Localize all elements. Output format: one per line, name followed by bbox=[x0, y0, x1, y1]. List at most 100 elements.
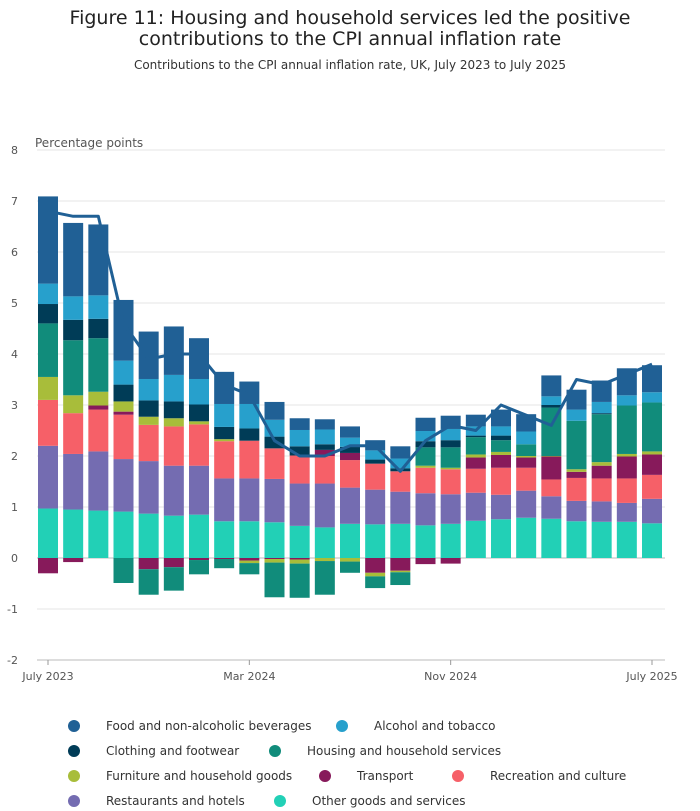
legend-label: Transport bbox=[357, 769, 414, 783]
x-axis: July 2023 Mar 2024 Nov 2024 July 2025 bbox=[21, 659, 678, 683]
y-tick-label: 2 bbox=[11, 450, 18, 463]
cpi-line-path bbox=[47, 209, 653, 473]
bar-segment bbox=[314, 429, 335, 445]
bar-segment bbox=[38, 376, 58, 400]
legend-swatch bbox=[274, 795, 286, 807]
bar-segment bbox=[264, 401, 285, 420]
bar-segment bbox=[642, 523, 662, 558]
bar-segment bbox=[138, 569, 159, 595]
bar-segment bbox=[88, 295, 109, 319]
bar-segment bbox=[541, 496, 562, 519]
bar-segment bbox=[289, 446, 310, 456]
bar-segment bbox=[340, 437, 360, 447]
bar-segment bbox=[138, 461, 159, 514]
bar-segment bbox=[465, 457, 486, 469]
bar-segment bbox=[214, 559, 235, 569]
bar-segment bbox=[365, 459, 386, 464]
bar-segment bbox=[239, 521, 260, 558]
bar-segment bbox=[566, 500, 587, 522]
bar-segment bbox=[88, 318, 109, 339]
legend-label: Housing and household services bbox=[307, 744, 502, 758]
y-tick-label: 7 bbox=[11, 195, 18, 208]
bar-segment bbox=[340, 446, 360, 453]
bar-segment bbox=[541, 456, 562, 480]
bar-segment bbox=[189, 421, 209, 425]
bar-segment bbox=[314, 527, 335, 558]
bar-segment bbox=[163, 567, 184, 591]
y-axis-ticks: -2 -1 0 1 2 3 4 5 6 7 8 bbox=[7, 144, 18, 667]
bar-segment bbox=[491, 494, 511, 520]
y-tick-label: 5 bbox=[11, 297, 18, 310]
bar-segment bbox=[113, 558, 134, 583]
bar-segment bbox=[113, 459, 134, 512]
bar-segment bbox=[541, 375, 562, 397]
y-tick-label: -2 bbox=[7, 654, 18, 667]
bar-segment bbox=[88, 451, 109, 511]
bar-segment bbox=[163, 374, 184, 402]
bar-segment bbox=[340, 460, 360, 488]
x-tick-label: July 2023 bbox=[21, 670, 73, 683]
legend: Food and non-alcoholic beverages Alcohol … bbox=[0, 708, 700, 808]
bar-segment bbox=[63, 509, 84, 558]
bar-segment bbox=[138, 424, 159, 462]
bar-segment bbox=[88, 405, 109, 410]
bar-segment bbox=[591, 462, 612, 466]
bar-segment bbox=[516, 431, 537, 445]
bar-segment bbox=[289, 455, 310, 484]
bar-segment bbox=[340, 558, 360, 562]
bar-segment bbox=[88, 224, 109, 296]
bar-segment bbox=[491, 435, 511, 441]
bar-segment bbox=[566, 389, 587, 410]
bar-segment bbox=[415, 525, 436, 558]
bar-segment bbox=[63, 340, 84, 396]
bar-segment bbox=[541, 456, 562, 457]
y-tick-label: 8 bbox=[11, 144, 18, 157]
bar-segment bbox=[239, 403, 260, 429]
bar-segment bbox=[163, 515, 184, 558]
y-tick-label: 0 bbox=[11, 552, 18, 565]
bar-segment bbox=[113, 401, 134, 412]
bar-segment bbox=[88, 391, 109, 406]
bar-segment bbox=[491, 451, 511, 455]
bar-segment bbox=[340, 523, 360, 558]
bar-segment bbox=[138, 513, 159, 558]
bar-segment bbox=[415, 558, 436, 565]
bar-segment bbox=[113, 360, 134, 385]
bar-segment bbox=[566, 469, 587, 472]
y-tick-label: 3 bbox=[11, 399, 18, 412]
bar-segment bbox=[340, 487, 360, 524]
y-tick-label: 6 bbox=[11, 246, 18, 259]
bar-segment bbox=[365, 489, 386, 525]
cpi-line bbox=[47, 209, 653, 473]
bar-segment bbox=[38, 323, 58, 377]
bar-segment bbox=[516, 490, 537, 518]
legend-swatch bbox=[68, 745, 80, 757]
bar-segment bbox=[591, 521, 612, 558]
bar-segment bbox=[440, 523, 461, 558]
bar-segment bbox=[465, 454, 486, 458]
y-tick-label: -1 bbox=[7, 603, 18, 616]
bar-segment bbox=[616, 395, 637, 406]
bar-segment bbox=[390, 491, 411, 524]
bar-segment bbox=[264, 559, 285, 563]
bar-segment bbox=[642, 365, 662, 393]
bar-segment bbox=[541, 479, 562, 497]
bar-segment bbox=[239, 478, 260, 522]
bar-segment bbox=[340, 561, 360, 573]
x-tick-label: Mar 2024 bbox=[223, 670, 275, 683]
y-tick-label: 1 bbox=[11, 501, 18, 514]
bar-segment bbox=[642, 498, 662, 524]
bar-segment bbox=[88, 510, 109, 558]
bar-segment bbox=[440, 440, 461, 448]
bar-segment bbox=[289, 563, 310, 598]
bar-segment bbox=[314, 483, 335, 528]
bar-segment bbox=[465, 492, 486, 521]
bar-segment bbox=[314, 456, 335, 484]
bar-segment bbox=[289, 558, 310, 560]
bar-segment bbox=[591, 414, 612, 463]
bar-segment bbox=[415, 447, 436, 466]
bar-segment bbox=[415, 465, 436, 468]
bar-segment bbox=[289, 418, 310, 430]
bar-segment bbox=[390, 572, 411, 586]
bar-segment bbox=[239, 428, 260, 441]
